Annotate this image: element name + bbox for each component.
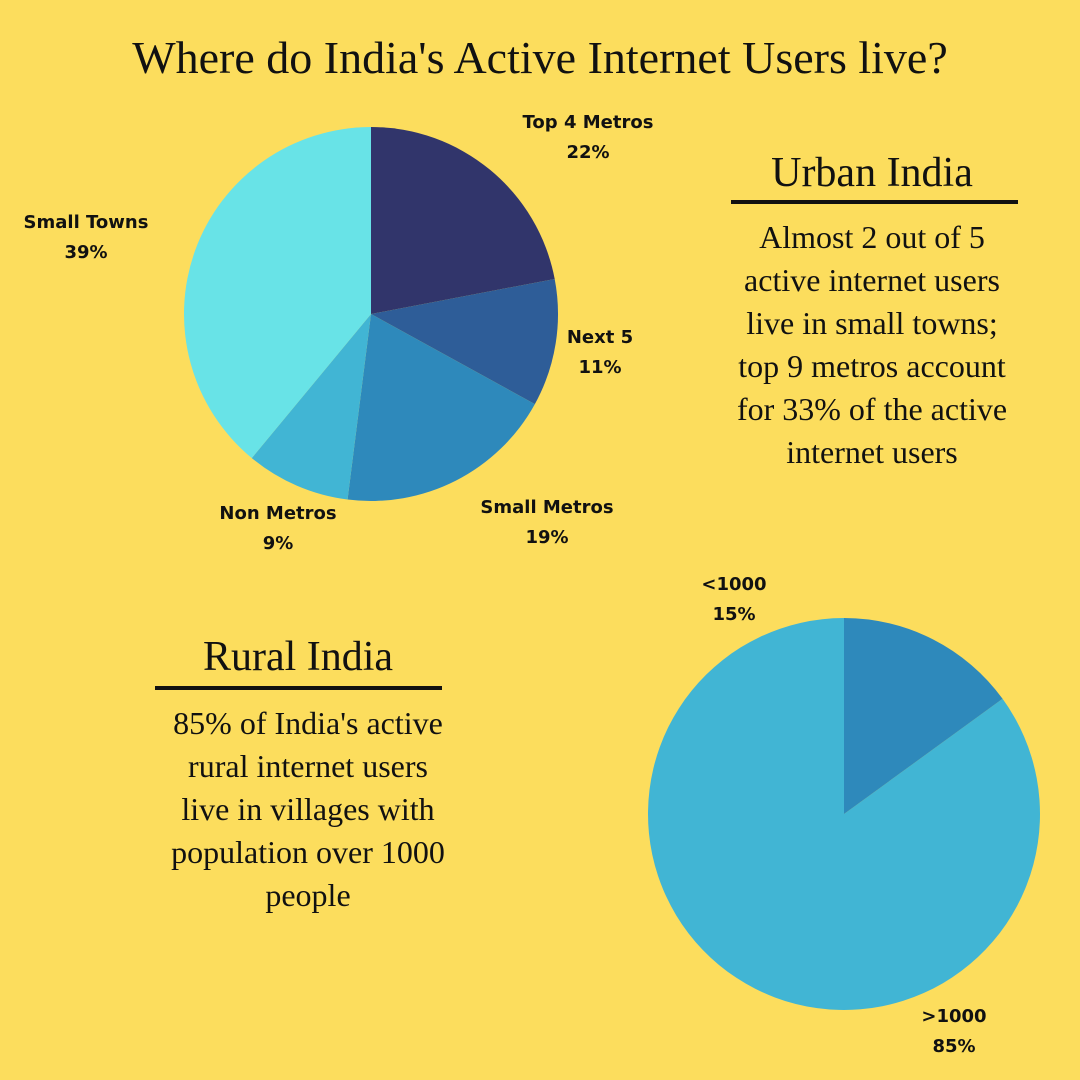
slice-value-non-metros: 9% <box>263 533 294 554</box>
slice-value-top-4-metros: 22% <box>566 142 609 163</box>
rural-description-line: 85% of India's active <box>173 705 443 741</box>
slice-label-under-1000: <1000 <box>701 574 766 595</box>
urban-description: Almost 2 out of 5 active internet users … <box>692 216 1052 474</box>
pie-slice-non-metros <box>251 314 371 500</box>
slice-label-small-metros: Small Metros <box>480 497 613 518</box>
slice-value-next-5: 11% <box>578 357 621 378</box>
urban-heading: Urban India <box>771 150 973 196</box>
slice-value-over-1000: 85% <box>932 1036 975 1057</box>
urban-description-line: top 9 metros account <box>738 348 1006 384</box>
urban-heading-underline <box>731 200 1018 204</box>
slice-value-under-1000: 15% <box>712 604 755 625</box>
pie-slice-over-1000 <box>648 618 1041 1010</box>
pie-slice-small-metros <box>347 314 535 501</box>
urban-pie-chart: Top 4 Metros 22% Next 5 11% Small Metros 19% N… <box>24 112 654 554</box>
urban-description-line: active internet users <box>744 262 1000 298</box>
rural-description-line: live in villages with <box>181 791 435 827</box>
slice-label-small-towns: Small Towns <box>24 212 149 233</box>
slice-label-top-4-metros: Top 4 Metros <box>523 112 654 133</box>
rural-pie-chart: >1000 85% <1000 15% <box>648 574 1041 1057</box>
urban-description-line: Almost 2 out of 5 <box>759 219 985 255</box>
rural-heading-underline <box>155 686 442 690</box>
page-title: Where do India's Active Internet Users l… <box>132 32 948 83</box>
rural-heading: Rural India <box>202 634 394 680</box>
rural-description: 85% of India's active rural internet use… <box>128 702 488 917</box>
pie-slice-top-4-metros <box>371 127 555 314</box>
slice-label-next-5: Next 5 <box>567 327 633 348</box>
urban-description-line: live in small towns; <box>746 305 998 341</box>
pie-slice-next-5 <box>371 278 558 405</box>
rural-description-line: people <box>265 877 351 913</box>
urban-description-line: for 33% of the active <box>736 391 1008 427</box>
rural-description-line: rural internet users <box>188 748 428 784</box>
pie-slice-under-1000 <box>844 618 1003 814</box>
rural-description-line: population over 1000 <box>171 834 445 870</box>
slice-value-small-towns: 39% <box>64 242 107 263</box>
slice-value-small-metros: 19% <box>525 527 568 548</box>
urban-description-line: internet users <box>786 434 958 470</box>
pie-slice-small-towns <box>184 127 371 459</box>
slice-label-non-metros: Non Metros <box>219 503 336 524</box>
slice-label-over-1000: >1000 <box>921 1006 986 1027</box>
